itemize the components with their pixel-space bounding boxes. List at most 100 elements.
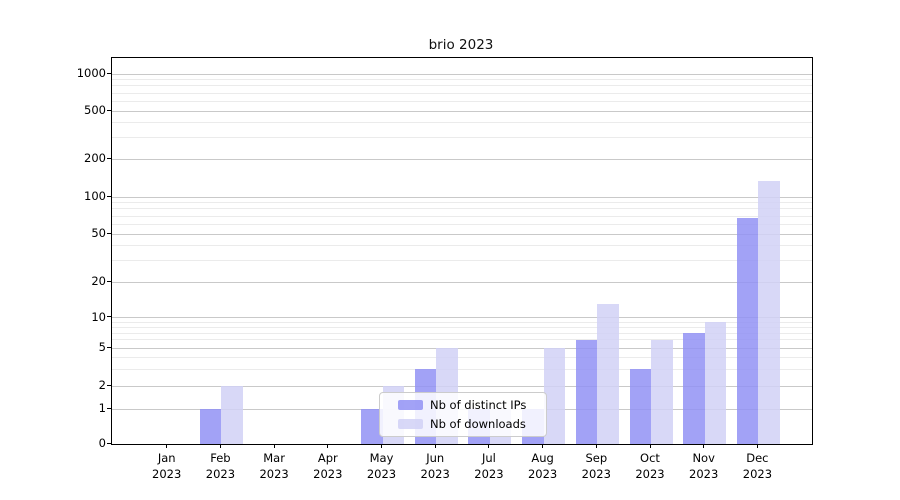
x-tick-label-may: May 2023: [355, 450, 409, 482]
y-tick-label: 10: [91, 309, 106, 324]
y-tick-label: 1: [98, 401, 106, 415]
y-tick-label: 20: [91, 274, 106, 288]
gridline-minor: [112, 215, 812, 217]
y-tick-mark: [107, 232, 111, 234]
month-label: May: [369, 451, 394, 465]
legend: Nb of distinct IPs Nb of downloads: [379, 392, 547, 437]
month-label: Aug: [531, 451, 554, 465]
x-tick-mark: [273, 444, 275, 448]
month-label: Sep: [585, 451, 608, 465]
y-tick-label: 100: [84, 189, 106, 203]
x-tick-mark: [488, 444, 490, 448]
x-tick-mark: [703, 444, 705, 448]
gridline-minor: [112, 368, 812, 370]
x-tick-label-jan: Jan 2023: [140, 450, 194, 482]
year-label: 2023: [474, 467, 504, 481]
chart-title: brio 2023: [428, 37, 494, 53]
x-tick-mark: [542, 444, 544, 448]
x-tick-mark: [756, 444, 758, 448]
y-tick-label: 200: [84, 151, 106, 165]
month-label: Dec: [746, 451, 769, 465]
year-label: 2023: [152, 467, 182, 481]
gridline-minor: [112, 208, 812, 210]
month-label: Nov: [692, 451, 715, 465]
bar-downloads-oct: [651, 339, 673, 444]
gridline-minor: [112, 260, 812, 262]
month-label: Jun: [426, 451, 445, 465]
y-tick-label: 50: [91, 226, 106, 240]
legend-row-distinct-ips: Nb of distinct IPs: [398, 397, 546, 413]
x-tick-mark: [166, 444, 168, 448]
legend-swatch-distinct-ips: [398, 400, 423, 410]
gridline-major: [112, 385, 812, 387]
gridline-major: [112, 347, 812, 349]
y-tick-label: 0: [98, 436, 106, 450]
bar-distinct-ips-sep: [575, 339, 598, 444]
x-tick-label-nov: Nov 2023: [677, 450, 731, 482]
x-tick-label-aug: Aug 2023: [516, 450, 570, 482]
y-tick-mark: [107, 407, 111, 409]
gridline-minor: [112, 223, 812, 225]
y-tick-mark: [107, 346, 111, 348]
year-label: 2023: [635, 467, 665, 481]
gridline-minor: [112, 321, 812, 323]
gridline-minor: [112, 356, 812, 358]
x-tick-mark: [434, 444, 436, 448]
month-label: Oct: [640, 451, 660, 465]
year-label: 2023: [742, 467, 773, 481]
gridline-minor: [112, 85, 812, 87]
x-tick-label-sep: Sep 2023: [569, 450, 623, 482]
gridline-minor: [112, 326, 812, 328]
gridline-minor: [112, 202, 812, 204]
month-label: Apr: [317, 451, 338, 465]
gridline-major: [112, 158, 812, 160]
y-tick-mark: [107, 72, 111, 74]
month-label: Jul: [481, 451, 496, 465]
x-tick-label-jul: Jul 2023: [462, 450, 516, 482]
bar-distinct-ips-may: [361, 409, 383, 444]
month-label: Jan: [157, 451, 176, 465]
bar-downloads-sep: [597, 304, 619, 444]
plot-area: Nb of distinct IPs Nb of downloads: [111, 57, 813, 445]
gridline-minor: [112, 100, 812, 102]
gridline-major: [112, 110, 812, 112]
gridline-minor: [112, 92, 812, 94]
x-tick-mark: [595, 444, 597, 448]
legend-label-downloads: Nb of downloads: [430, 417, 526, 431]
year-label: 2023: [205, 467, 236, 481]
y-tick-mark: [107, 384, 111, 386]
year-label: 2023: [581, 467, 611, 481]
legend-label-distinct-ips: Nb of distinct IPs: [430, 398, 527, 412]
x-tick-label-jun: Jun 2023: [408, 450, 462, 482]
bar-distinct-ips-feb: [199, 409, 222, 444]
x-tick-label-oct: Oct 2023: [623, 450, 677, 482]
y-tick-mark: [107, 442, 111, 444]
x-tick-label-feb: Feb 2023: [193, 450, 247, 482]
gridline-major: [112, 233, 812, 235]
gridline-minor: [112, 122, 812, 124]
y-tick-label: 500: [84, 103, 106, 117]
gridline-major: [112, 73, 812, 75]
y-tick-mark: [107, 195, 111, 197]
y-tick-mark: [107, 109, 111, 111]
year-label: 2023: [259, 467, 289, 481]
bar-downloads-dec: [758, 180, 780, 444]
gridline-major: [112, 317, 812, 318]
year-label: 2023: [366, 467, 397, 481]
y-tick-mark: [107, 280, 111, 282]
year-label: 2023: [527, 467, 558, 481]
bar-downloads-nov: [704, 322, 727, 444]
gridline-minor: [112, 137, 812, 139]
year-label: 2023: [313, 467, 343, 481]
bar-downloads-feb: [221, 386, 243, 444]
y-tick-label: 2: [98, 378, 106, 392]
gridline-minor: [112, 339, 812, 341]
x-tick-mark: [219, 444, 221, 448]
x-tick-mark: [327, 444, 329, 448]
month-label: Mar: [263, 451, 285, 465]
x-tick-label-dec: Dec 2023: [730, 450, 784, 482]
gridline-minor: [112, 245, 812, 247]
y-tick-mark: [107, 316, 111, 317]
gridline-minor: [112, 332, 812, 334]
